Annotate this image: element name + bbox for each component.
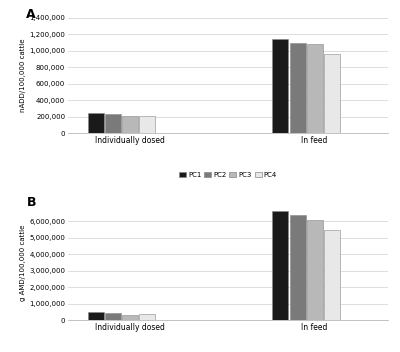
Bar — [272, 212, 288, 320]
Text: B: B — [26, 195, 36, 208]
Bar — [88, 312, 104, 320]
Bar — [324, 54, 340, 133]
Bar — [139, 314, 155, 320]
Bar — [105, 313, 121, 320]
Bar — [290, 215, 306, 320]
Text: A: A — [26, 8, 36, 21]
Bar — [139, 116, 155, 133]
Bar — [290, 43, 306, 133]
Bar — [122, 116, 138, 133]
Y-axis label: g AMD/100,000 cattle: g AMD/100,000 cattle — [20, 224, 26, 301]
Bar — [307, 44, 323, 133]
Bar — [272, 39, 288, 133]
Bar — [105, 114, 121, 133]
Legend: PC1, PC2, PC3, PC4: PC1, PC2, PC3, PC4 — [179, 172, 277, 178]
Bar — [88, 113, 104, 133]
Y-axis label: nADD/100,000 cattle: nADD/100,000 cattle — [20, 39, 26, 112]
Bar — [324, 230, 340, 320]
Bar — [122, 315, 138, 320]
Bar — [307, 220, 323, 320]
